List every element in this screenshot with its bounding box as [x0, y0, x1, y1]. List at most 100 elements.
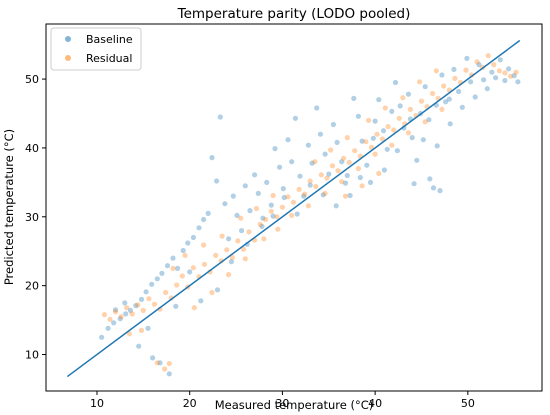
scatter-point-baseline: [347, 192, 353, 199]
scatter-point-baseline: [364, 162, 370, 168]
scatter-point-residual: [422, 119, 428, 125]
scatter-point-residual: [463, 67, 469, 73]
scatter-point-baseline: [305, 142, 311, 148]
scatter-point-baseline: [434, 143, 440, 149]
scatter-point-baseline: [376, 97, 382, 103]
scatter-point-baseline: [117, 316, 123, 322]
x-axis-label: Measured temperature (°C): [215, 398, 374, 412]
scatter-point-baseline: [420, 137, 426, 143]
scatter-point-baseline: [497, 57, 503, 63]
legend: Baseline Residual: [50, 27, 142, 71]
scatter-point-baseline: [427, 176, 433, 182]
scatter-point-baseline: [112, 307, 119, 313]
scatter-point-baseline: [226, 236, 232, 242]
scatter-point-baseline: [170, 255, 176, 261]
y-axis-ticks: 10 20 30 40 50: [25, 73, 46, 362]
legend-box: [50, 27, 142, 71]
scatter-point-residual: [474, 59, 480, 65]
y-tick-label: 30: [25, 211, 39, 224]
scatter-point-residual: [182, 252, 188, 258]
scatter-point-residual: [363, 139, 369, 145]
scatter-point-baseline: [309, 160, 315, 166]
scatter-point-baseline: [502, 77, 508, 84]
scatter-point-residual: [162, 366, 168, 372]
scatter-point-residual: [507, 73, 514, 79]
x-tick-label: 40: [368, 397, 382, 410]
scatter-point-baseline: [205, 210, 211, 216]
scatter-point-residual: [491, 62, 497, 68]
scatter-point-baseline: [515, 79, 521, 85]
scatter-point-baseline: [159, 270, 165, 276]
scatter-point-residual: [129, 311, 135, 317]
scatter-point-baseline: [342, 180, 349, 186]
scatter-point-residual: [279, 204, 285, 210]
scatter-point-residual: [274, 214, 280, 220]
scatter-point-baseline: [459, 104, 465, 110]
scatter-point-residual: [154, 360, 160, 366]
scatter-point-baseline: [493, 75, 499, 81]
scatter-point-baseline: [443, 99, 449, 105]
scatter-point-baseline: [247, 208, 253, 214]
scatter-point-baseline: [123, 311, 129, 317]
scatter-point-residual: [441, 83, 447, 89]
scatter-point-baseline: [472, 94, 478, 100]
scatter-point-residual: [513, 69, 519, 75]
scatter-point-baseline: [196, 225, 202, 231]
scatter-point-residual: [240, 246, 247, 252]
scatter-point-residual: [190, 265, 196, 271]
scatter-point-baseline: [201, 216, 207, 223]
scatter-point-baseline: [252, 172, 258, 178]
scatter-point-residual: [101, 312, 107, 318]
scatter-point-baseline: [122, 300, 128, 306]
scatter-point-baseline: [357, 174, 363, 181]
scatter-point-residual: [238, 215, 244, 221]
scatter-point-baseline: [405, 91, 412, 97]
scatter-point-residual: [452, 75, 458, 81]
scatter-point-baseline: [397, 103, 403, 109]
scatter-point-residual: [502, 70, 508, 76]
scatter-point-residual: [201, 261, 208, 267]
scatter-point-baseline: [149, 281, 155, 287]
scatter-point-residual: [246, 229, 252, 235]
scatter-point-baseline: [214, 287, 221, 293]
scatter-point-baseline: [157, 360, 163, 366]
scatter-point-residual: [305, 203, 311, 209]
scatter-point-residual: [352, 148, 358, 154]
legend-marker-residual: [65, 55, 71, 61]
scatter-point-baseline: [326, 171, 332, 177]
legend-marker-baseline: [65, 36, 71, 42]
scatter-point-baseline: [136, 343, 142, 349]
scatter-point-residual: [335, 168, 341, 174]
scatter-point-baseline: [105, 325, 111, 331]
scatter-point-baseline: [145, 325, 151, 331]
scatter-point-residual: [418, 98, 425, 104]
scatter-point-baseline: [285, 137, 291, 143]
scatter-point-baseline: [322, 151, 328, 157]
scatter-point-residual: [235, 238, 241, 244]
scatter-point-residual: [146, 296, 152, 302]
scatter-point-residual: [329, 163, 336, 169]
y-tick-label: 10: [25, 349, 39, 362]
scatter-point-residual: [328, 147, 334, 153]
y-tick-label: 20: [25, 280, 39, 293]
scatter-point-baseline: [317, 131, 323, 137]
x-tick-label: 20: [183, 397, 197, 410]
scatter-point-baseline: [297, 173, 303, 179]
scatter-point-baseline: [489, 69, 495, 75]
plot-frame: [45, 23, 543, 392]
scatter-point-baseline: [409, 135, 415, 141]
scatter-point-residual: [307, 178, 313, 184]
scatter-point-baseline: [414, 157, 420, 163]
scatter-point-baseline: [330, 121, 336, 128]
scatter-point-baseline: [307, 182, 313, 188]
scatter-point-residual: [359, 183, 365, 189]
scatter-point-residual: [166, 360, 172, 367]
scatter-point-residual: [226, 272, 232, 278]
scatter-point-baseline: [506, 66, 512, 72]
scatter-point-residual: [135, 302, 141, 308]
scatter-point-residual: [201, 242, 207, 248]
scatter-point-residual: [368, 144, 374, 150]
scatter-point-residual: [219, 233, 225, 239]
scatter-point-baseline: [138, 296, 145, 302]
scatter-point-residual: [242, 256, 248, 262]
